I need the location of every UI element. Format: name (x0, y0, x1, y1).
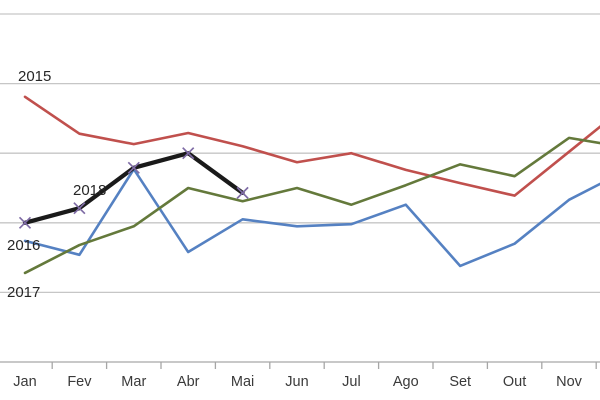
series-line-2018 (22, 151, 245, 225)
series-marker-x-2018 (236, 186, 249, 199)
x-axis-label-Nov: Nov (556, 374, 583, 390)
x-axis-label-Out: Out (503, 374, 526, 390)
x-axis-label-Fev: Fev (67, 374, 92, 390)
series-marker-x-2018 (182, 147, 195, 160)
series-label-2017: 2017 (7, 284, 40, 301)
series-line-2015 (23, 95, 600, 197)
x-axis-label-Set: Set (449, 374, 471, 390)
series-marker-x-2018 (127, 161, 140, 174)
x-axis-label-Jun: Jun (285, 374, 308, 390)
series-line-2017 (23, 136, 600, 275)
x-axis-label-Jan: Jan (13, 374, 36, 390)
x-axis-label-Abr: Abr (177, 374, 200, 390)
x-axis-label-Mar: Mar (121, 374, 146, 390)
x-axis-label-Ago: Ago (393, 374, 419, 390)
series-label-2016: 2016 (7, 237, 40, 254)
x-axis-label-Jul: Jul (342, 374, 361, 390)
series-label-2015: 2015 (18, 68, 51, 85)
series-label-2018: 2018 (73, 182, 106, 199)
x-axis-label-Mai: Mai (231, 374, 254, 390)
series-marker-x-2018 (73, 202, 86, 215)
series-line-2016 (23, 167, 600, 268)
series-marker-x-2018 (18, 216, 32, 229)
